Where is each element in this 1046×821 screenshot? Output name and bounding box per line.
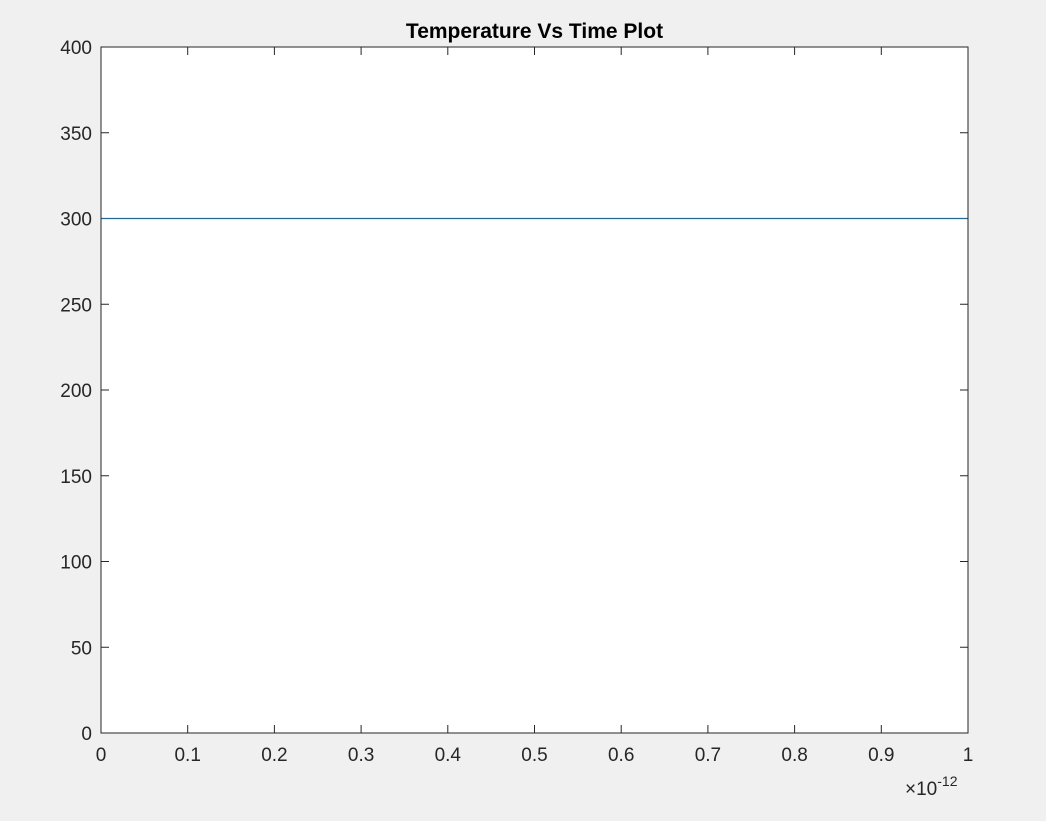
chart-title: Temperature Vs Time Plot: [406, 20, 663, 43]
x-tick-label: 0.8: [781, 745, 807, 766]
y-tick-label: 400: [60, 38, 92, 59]
y-tick-label: 0: [81, 724, 92, 745]
y-tick-label: 350: [60, 124, 92, 145]
y-tick-label: 200: [60, 381, 92, 402]
y-tick-label: 300: [60, 210, 92, 231]
y-tick-label: 50: [71, 638, 92, 659]
x-tick-label: 0.9: [868, 745, 894, 766]
plot-area: [101, 47, 968, 733]
exponent-multiplier: ×: [905, 779, 916, 800]
exponent-power: -12: [937, 773, 957, 789]
x-tick-label: 0.5: [521, 745, 547, 766]
axes-box: [100, 46, 969, 734]
x-tick-label: 0.4: [435, 745, 462, 766]
x-axis-tick-labels: 0 0.1 0.2 0.3 0.4 0.5 0.6 0.7 0.8 0.9 1: [96, 745, 974, 766]
y-tick-label: 100: [60, 553, 92, 574]
x-tick-label: 0.7: [695, 745, 721, 766]
y-axis-tick-labels: 0 50 100 150 200 250 300 350 400: [60, 38, 92, 745]
x-axis-exponent-label: ×10-12: [905, 773, 958, 800]
x-tick-label: 0.3: [348, 745, 374, 766]
x-tick-label: 0.2: [261, 745, 287, 766]
exponent-base: 10: [916, 779, 937, 800]
x-tick-label: 1: [963, 745, 974, 766]
x-tick-label: 0.6: [608, 745, 634, 766]
x-tick-label: 0.1: [174, 745, 200, 766]
x-tick-label: 0: [96, 745, 107, 766]
y-tick-label: 250: [60, 295, 92, 316]
y-tick-label: 150: [60, 467, 92, 488]
